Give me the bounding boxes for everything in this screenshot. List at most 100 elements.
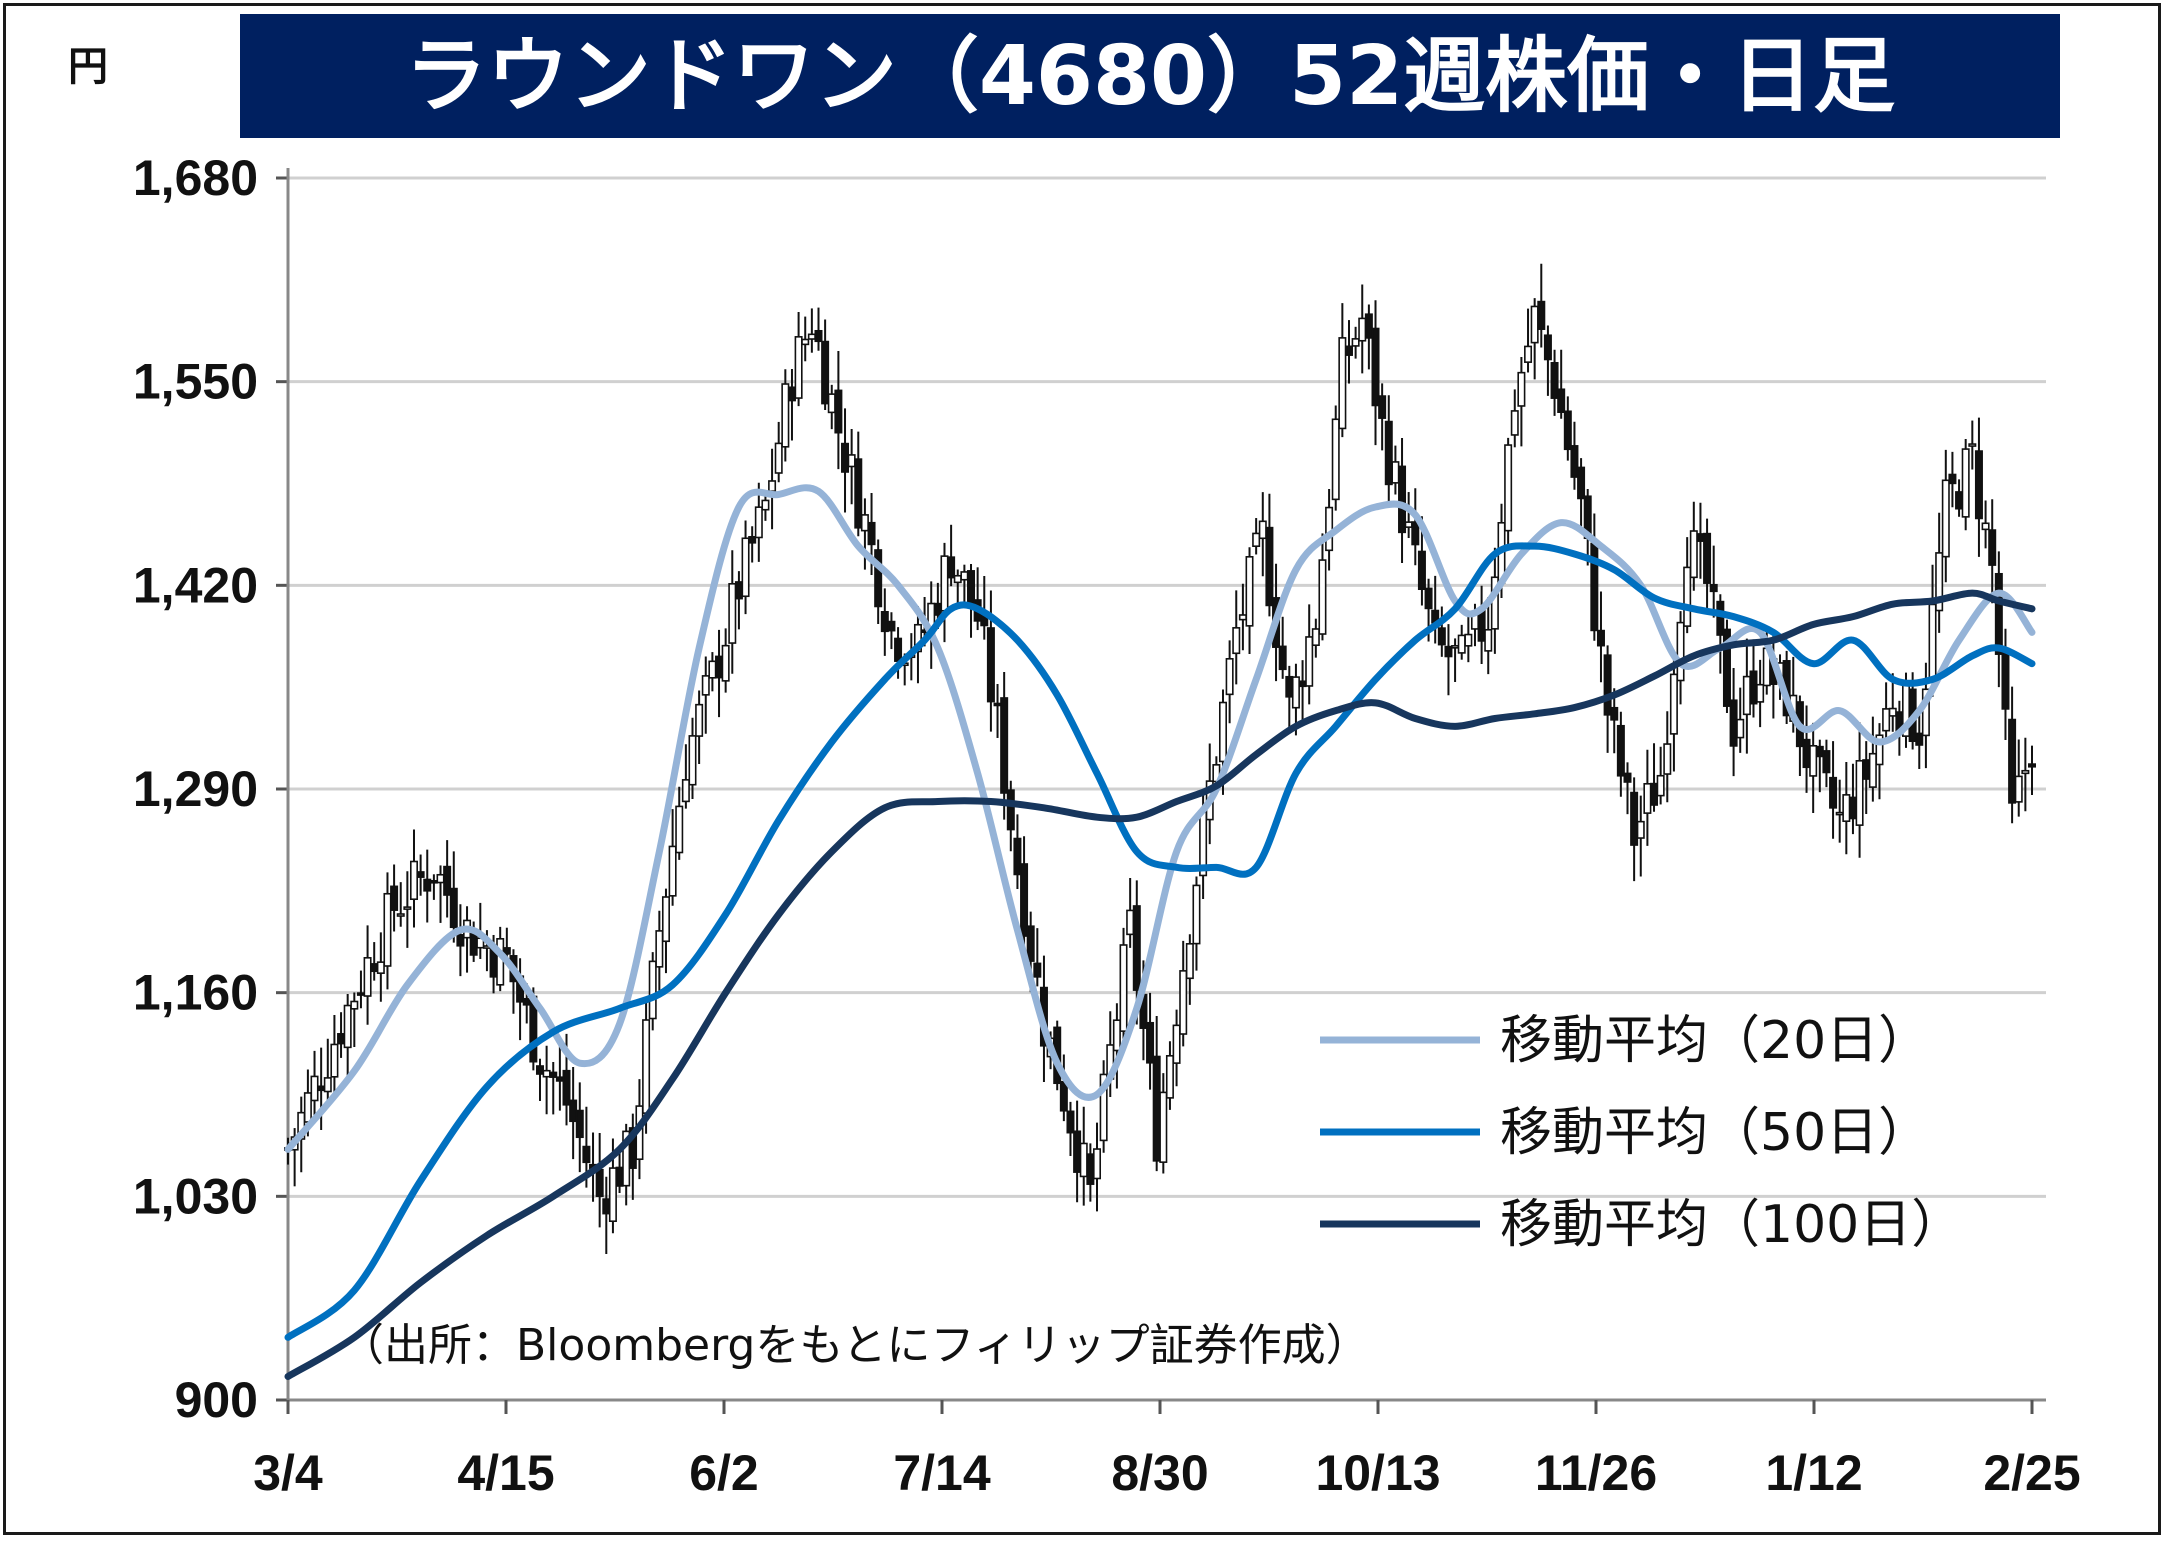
candle-body: [648, 960, 657, 1020]
candle-body: [1066, 1110, 1075, 1134]
candle-body: [854, 458, 863, 529]
candle-body: [1298, 680, 1307, 688]
candle-body: [1384, 420, 1393, 486]
candle-body: [1404, 521, 1413, 528]
candle-body: [967, 570, 976, 606]
y-tick-label: 1,160: [133, 965, 258, 1021]
candle-body: [894, 637, 903, 662]
candle-body: [1842, 794, 1851, 823]
candle-body: [794, 336, 803, 399]
candle-body: [1112, 1019, 1121, 1052]
candle-body: [390, 885, 399, 911]
candle-body: [1285, 675, 1294, 698]
candle-body: [370, 963, 379, 973]
candle-body: [827, 393, 836, 414]
candle-body: [1033, 962, 1042, 978]
candle-body: [1338, 337, 1347, 430]
candle-body: [1358, 317, 1367, 342]
candle-body: [1742, 675, 1751, 716]
y-tick-label: 1,680: [133, 150, 258, 206]
candle-body: [1079, 1142, 1088, 1178]
candle-body: [701, 675, 710, 696]
candle-body: [1921, 688, 1930, 737]
candle-body: [1974, 450, 1983, 520]
candle-body: [2001, 650, 2010, 710]
candle-body: [1683, 566, 1692, 627]
candle-body: [1855, 760, 1864, 826]
candle-body: [1829, 776, 1838, 809]
candle-body: [933, 602, 942, 616]
chart-title: ラウンドワン（4680）52週株価・日足: [405, 29, 1895, 124]
candle-body: [549, 1071, 558, 1078]
candle-body: [310, 1075, 319, 1102]
candle-body: [323, 1077, 332, 1093]
candle-body: [1411, 521, 1420, 546]
candle-body: [1026, 925, 1035, 962]
candle-body: [960, 571, 969, 581]
candle-body: [2021, 769, 2030, 775]
x-tick-label: 4/15: [457, 1445, 554, 1501]
candle-body: [2014, 775, 2023, 803]
candle-body: [436, 873, 445, 884]
legend-label: 移動平均（20日）: [1500, 1011, 1930, 1071]
candle-body: [1941, 479, 1950, 558]
candle-body: [2008, 718, 2017, 804]
candle-body: [602, 1198, 611, 1215]
candle-body: [734, 581, 743, 600]
candle-body: [1643, 783, 1652, 814]
candle-body: [1185, 943, 1194, 980]
candle-body: [1988, 529, 1997, 566]
candle-body: [350, 1000, 359, 1010]
candle-body: [1238, 614, 1247, 621]
candle-body: [642, 1019, 651, 1114]
candle-body: [1689, 530, 1698, 579]
candle-body: [1099, 1073, 1108, 1142]
y-tick-label: 1,550: [133, 354, 258, 410]
candle-body: [1132, 905, 1141, 991]
candle-body: [1305, 636, 1314, 687]
y-tick-label: 1,420: [133, 557, 258, 613]
candle-body: [1888, 707, 1897, 717]
ma100-line: [284, 589, 2036, 1380]
candle-body: [1915, 732, 1924, 746]
candle-body: [668, 845, 677, 897]
candle-body: [1126, 909, 1135, 936]
candle-body: [1948, 473, 1957, 485]
candle-body: [1119, 944, 1128, 1032]
candle-body: [1225, 658, 1234, 696]
candle-body: [814, 329, 823, 343]
candle-body: [741, 537, 750, 598]
y-tick-labels: 1,680 1,550 1,420 1,290 1,160 1,030 900: [133, 150, 258, 1428]
candle-body: [748, 535, 757, 544]
candle-body: [807, 333, 816, 340]
legend-label: 移動平均（50日）: [1500, 1103, 1930, 1163]
candle-body: [721, 644, 730, 682]
x-tick-label: 11/26: [1535, 1445, 1657, 1501]
candle-body: [1278, 645, 1287, 671]
candle-body: [847, 454, 856, 468]
candle-body: [1344, 345, 1353, 356]
candle-body: [403, 906, 412, 910]
candle-body: [655, 930, 664, 968]
candle-body: [1703, 532, 1712, 584]
candle-body: [1378, 395, 1387, 419]
candle-body: [1636, 820, 1645, 839]
candle-body: [1663, 743, 1672, 775]
candle-body: [1006, 789, 1015, 831]
candle-body: [787, 386, 796, 402]
candle-body: [1669, 673, 1678, 735]
candle-body: [728, 583, 737, 644]
candle-body: [1610, 706, 1619, 721]
candle-body: [1557, 388, 1566, 413]
candle-body: [496, 938, 505, 986]
candle-body: [1398, 465, 1407, 534]
candle-body: [1994, 572, 2003, 655]
candle-body: [688, 735, 697, 786]
candle-body: [1192, 884, 1201, 945]
candle-body: [1868, 752, 1877, 788]
x-tick-label: 8/30: [1111, 1445, 1208, 1501]
candle-body: [1093, 1148, 1102, 1180]
candle-body: [1086, 1153, 1095, 1185]
candle-body: [1364, 313, 1373, 339]
